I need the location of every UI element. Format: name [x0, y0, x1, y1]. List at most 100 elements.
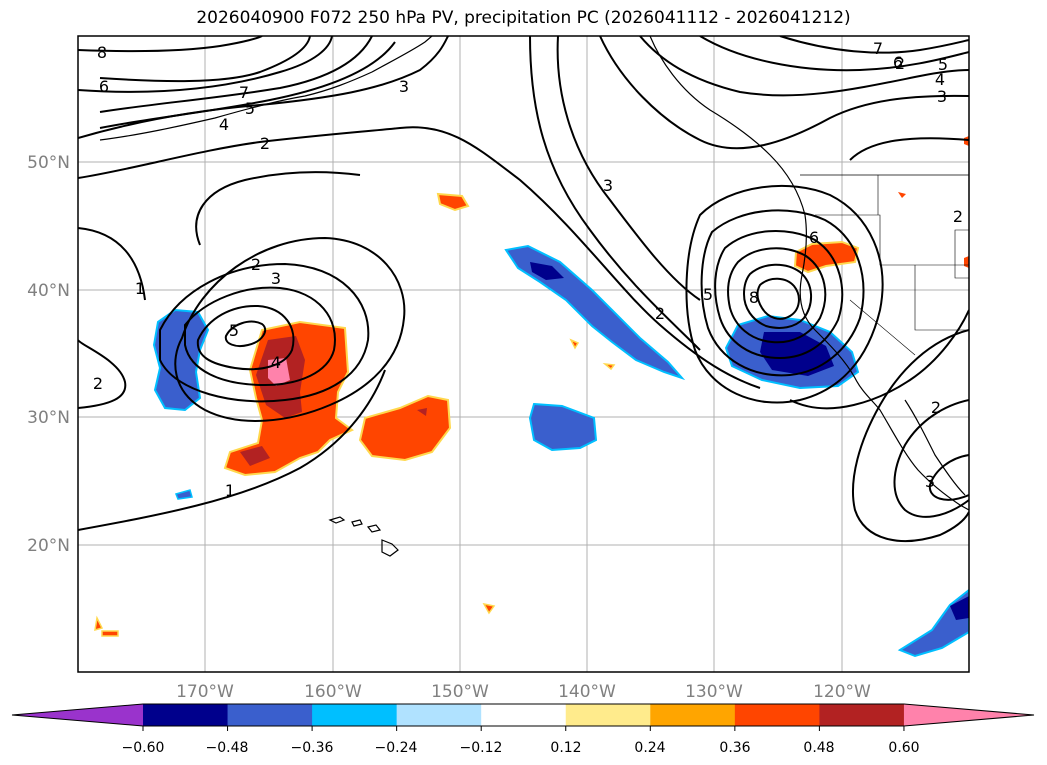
contour-label: 3	[399, 77, 409, 96]
colorbar	[11, 703, 1035, 731]
contour-southeast-1	[852, 329, 969, 542]
contour-cyclone-3	[184, 286, 336, 387]
lon-label: 150°W	[431, 682, 489, 702]
colorbar-tick-label: 0.48	[803, 740, 834, 756]
contour-cyclone-2	[159, 262, 370, 403]
contour-southeast-3	[928, 454, 969, 501]
contour-1-west	[78, 227, 146, 301]
colorbar-ticks: −0.60 −0.48 −0.36 −0.24 −0.12 0.12 0.24 …	[122, 740, 920, 756]
colorbar-segment	[481, 704, 567, 726]
precip-positive-coast	[793, 240, 860, 274]
contour-label: 8	[749, 288, 759, 307]
lon-label: 160°W	[304, 682, 362, 702]
colorbar-tick-label: −0.60	[122, 740, 165, 756]
contour-label: 7	[873, 39, 883, 58]
contour-6-north	[78, 36, 333, 93]
lat-label: 30°N	[27, 408, 70, 428]
contour-1-southwest	[78, 369, 386, 531]
lon-label: 170°W	[176, 682, 234, 702]
precip-negative-mid	[528, 402, 598, 452]
north-america-coast	[649, 36, 969, 511]
colorbar-tick-label: 0.60	[888, 740, 919, 756]
lat-label: 20°N	[27, 536, 70, 556]
coastlines	[99, 36, 969, 557]
colorbar-segment	[312, 704, 398, 726]
colorbar-segment	[565, 704, 651, 726]
contour-label: 3	[603, 176, 613, 195]
contour-label: 3	[271, 269, 281, 288]
contour-ridge-east-3	[699, 36, 969, 72]
contour-cyclone-4	[196, 304, 295, 371]
contour-labels: 8 6 7 4 5 3 2 1 2 3 2 5 4 1 2 3 2 5 8 6 …	[93, 39, 963, 500]
contour-label: 2	[953, 207, 963, 226]
contour-2-loop	[195, 171, 361, 246]
contour-east-upper	[849, 137, 969, 161]
contour-label: 4	[219, 115, 229, 134]
contour-label: 2	[251, 255, 261, 274]
lon-labels: 170°W 160°W 150°W 140°W 130°W 120°W	[176, 682, 871, 702]
contour-label: 6	[893, 53, 903, 72]
contour-5-north	[99, 36, 373, 113]
contour-label: 5	[229, 321, 239, 340]
contour-label: 5	[245, 99, 255, 118]
precip-negative-areas	[152, 244, 969, 658]
contour-label: 6	[809, 228, 819, 247]
precip-positive-areas	[94, 136, 969, 637]
contour-label: 1	[135, 279, 145, 298]
contour-3-trough	[556, 36, 701, 301]
contour-label: 2	[931, 398, 941, 417]
alaska-coast	[99, 36, 433, 141]
contour-label: 2	[895, 54, 905, 73]
contour-2-west	[78, 339, 127, 409]
contour-label: 2	[93, 374, 103, 393]
contour-east-low-2	[700, 209, 865, 377]
colorbar-tick-label: 0.12	[550, 740, 581, 756]
colorbar-segment	[396, 704, 482, 726]
contour-label: 5	[938, 55, 948, 74]
contour-label: 4	[935, 70, 945, 89]
colorbar-tick-label: 0.24	[634, 740, 665, 756]
contour-ridge-east-4	[779, 36, 969, 54]
contour-label: 3	[937, 87, 947, 106]
contour-label: 2	[260, 134, 270, 153]
contour-label: 6	[99, 77, 109, 96]
contour-label: 3	[925, 472, 935, 491]
colorbar-tick-label: 0.36	[719, 740, 750, 756]
contour-4-north	[99, 41, 396, 129]
precip-positive-east	[358, 394, 452, 462]
contour-southeast-outer	[789, 309, 969, 410]
lat-label: 50°N	[27, 153, 70, 173]
colorbar-segment	[143, 704, 229, 726]
contour-ridge-east-2	[639, 36, 969, 97]
state-borders	[815, 175, 969, 356]
colorbar-segment	[819, 704, 905, 726]
colorbar-tick-label: −0.24	[375, 740, 418, 756]
contour-cyclone-outer	[174, 236, 406, 422]
contour-label: 8	[97, 43, 107, 62]
colorbar-extend-max	[903, 704, 1034, 726]
colorbar-extend-min	[12, 704, 143, 726]
contour-east-low-5	[742, 263, 812, 329]
map-frame	[77, 35, 970, 673]
lon-label: 120°W	[813, 682, 871, 702]
lat-label: 40°N	[27, 281, 70, 301]
colorbar-tick-label: −0.48	[206, 740, 249, 756]
contour-label: 1	[225, 481, 235, 500]
contour-east-low-4	[727, 247, 827, 344]
contour-label: 4	[271, 353, 281, 372]
colorbar-tick-label: −0.12	[460, 740, 503, 756]
contour-2-mid	[78, 126, 761, 389]
lon-label: 130°W	[685, 682, 743, 702]
contour-label: 7	[239, 83, 249, 102]
contour-cyclone-5	[224, 320, 267, 347]
map-title: 2026040900 F072 250 hPa PV, precipitatio…	[196, 8, 851, 28]
colorbar-segment	[227, 704, 313, 726]
contour-label: 5	[703, 285, 713, 304]
precip-positive-north	[436, 192, 470, 212]
colorbar-tick-label: −0.36	[291, 740, 334, 756]
contour-southeast-2	[893, 399, 969, 518]
lat-labels: 50°N 40°N 30°N 20°N	[27, 153, 70, 556]
contour-label: 2	[655, 304, 665, 323]
contour-2-trough	[529, 36, 701, 351]
